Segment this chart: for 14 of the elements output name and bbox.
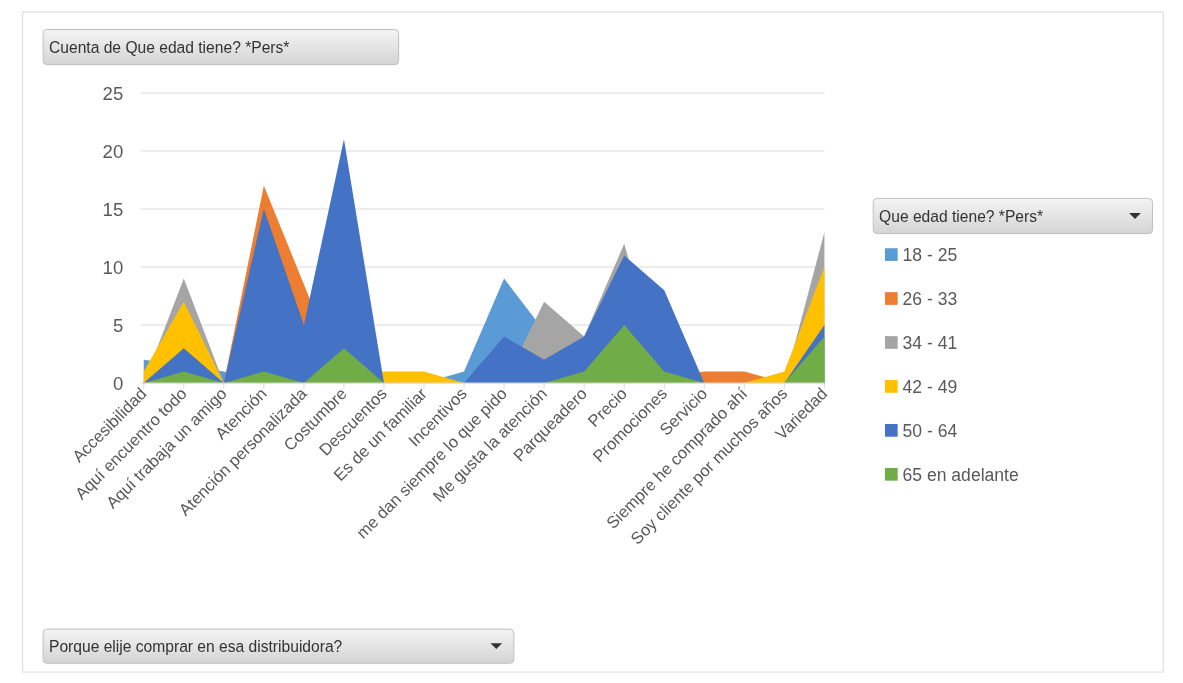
legend-title: Que edad tiene? *Pers* bbox=[879, 207, 1044, 225]
y-tick-label: 20 bbox=[102, 140, 124, 162]
legend-label: 50 - 64 bbox=[902, 420, 958, 441]
y-tick-label: 5 bbox=[112, 314, 124, 336]
y-tick-label: 25 bbox=[102, 82, 124, 104]
y-tick-label: 15 bbox=[102, 198, 124, 220]
legend-label: 34 - 41 bbox=[902, 332, 958, 353]
legend-label: 65 en adelante bbox=[902, 464, 1019, 485]
legend-label: 18 - 25 bbox=[902, 244, 958, 265]
legend-label: 26 - 33 bbox=[902, 288, 958, 309]
text: Porque elije comprar en esa distribuidora? bbox=[49, 638, 343, 656]
y-tick-label: 10 bbox=[102, 256, 124, 278]
chart-title: Cuenta de Que edad tiene? *Pers* bbox=[49, 38, 290, 56]
legend-label: 42 - 49 bbox=[902, 376, 958, 397]
